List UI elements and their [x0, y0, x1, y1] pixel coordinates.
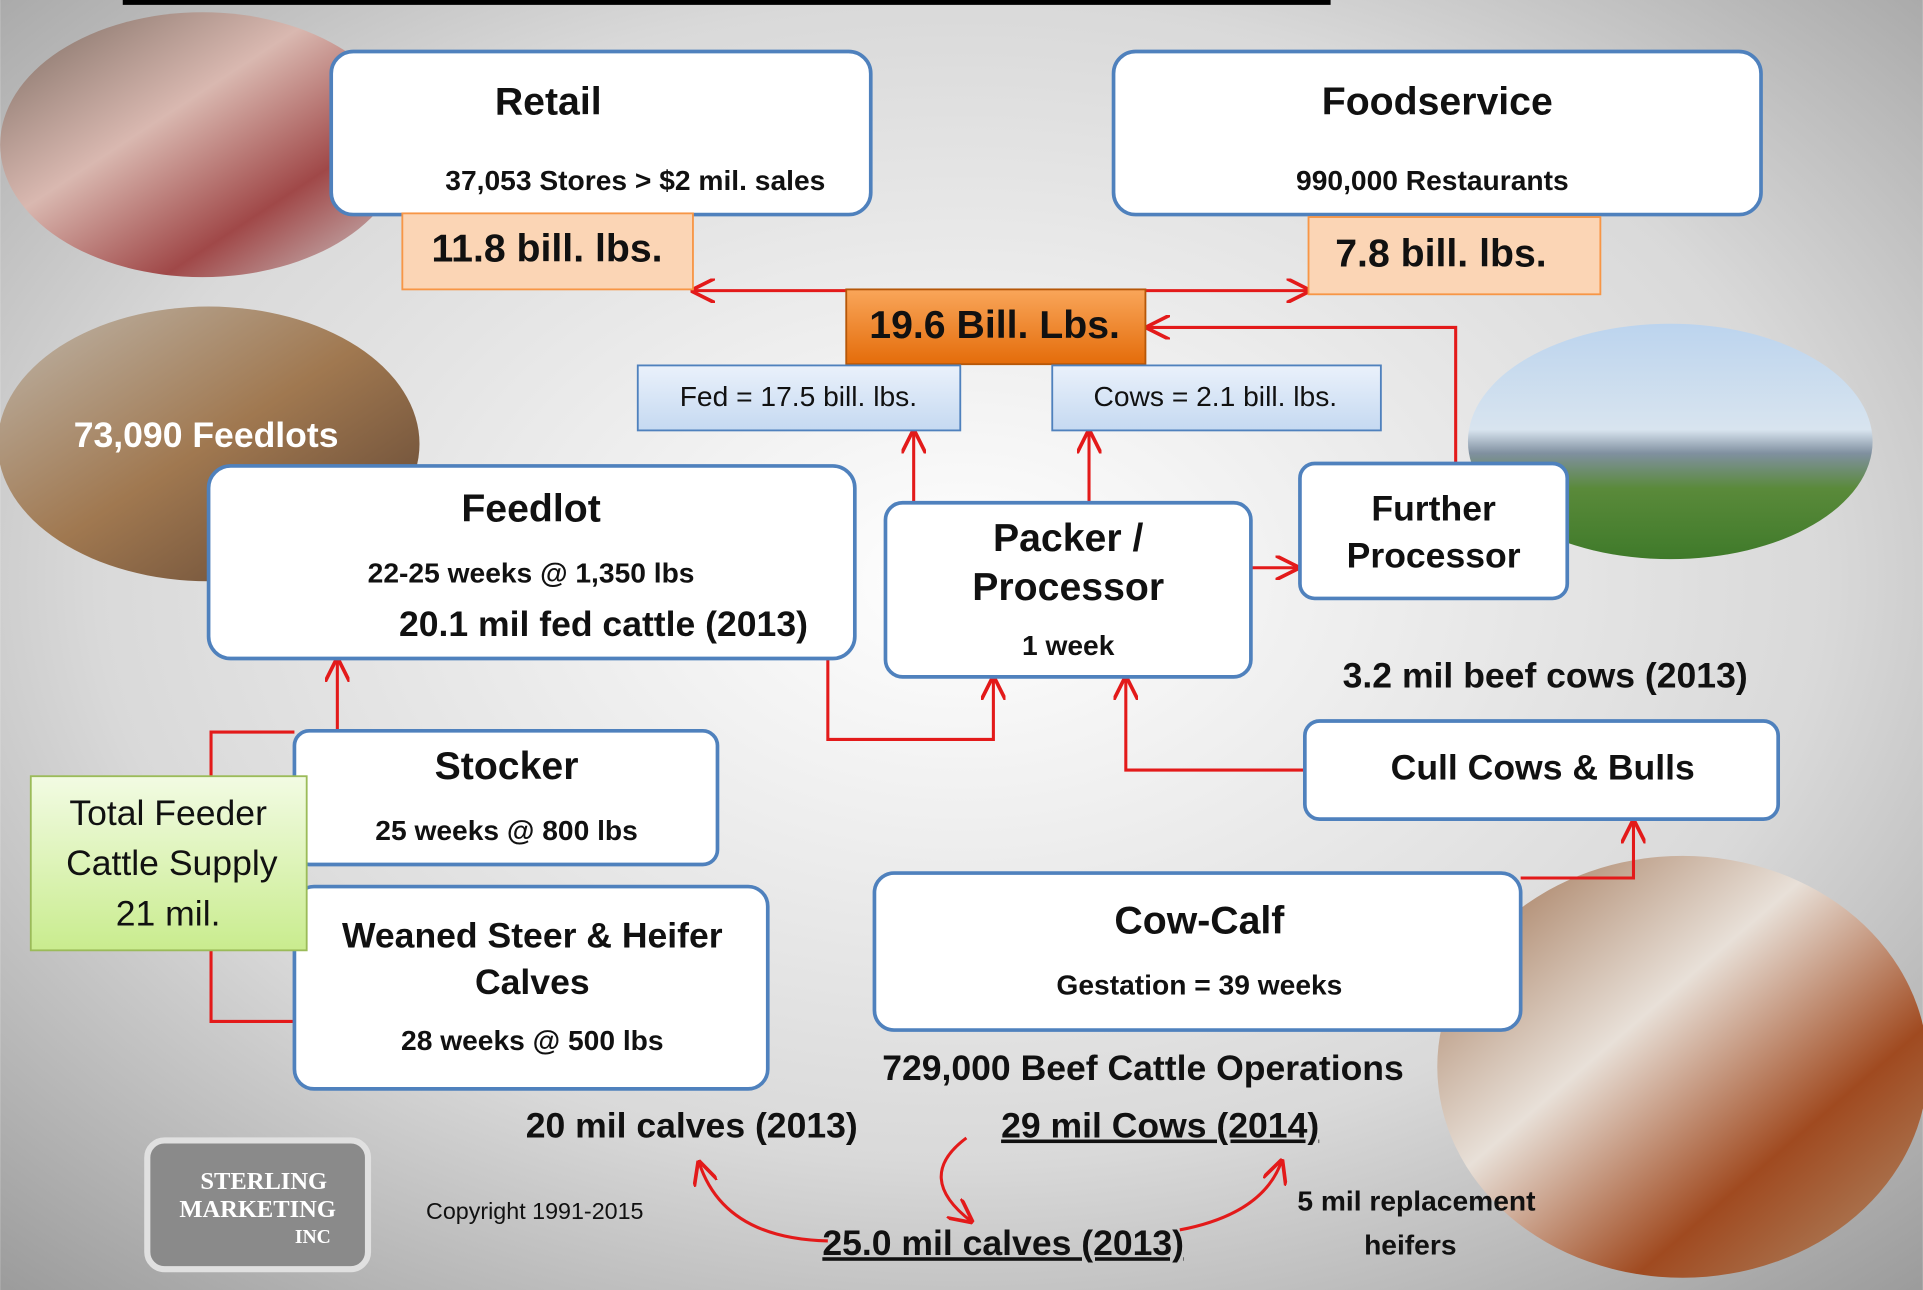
feedlots-count: 73,090 Feedlots: [74, 415, 339, 455]
further-processor-title: Further: [1371, 489, 1496, 529]
operations-count: 729,000 Beef Cattle Operations: [882, 1048, 1404, 1088]
further-processor-box: [1300, 464, 1567, 599]
cull-title: Cull Cows & Bulls: [1391, 747, 1695, 787]
further-processor-title: Processor: [1347, 535, 1521, 575]
beef-cows: 3.2 mil beef cows (2013): [1343, 655, 1748, 695]
packer-title: Processor: [972, 565, 1164, 609]
diagram: Retail 37,053 Stores > $2 mil. sales 11.…: [0, 0, 1923, 1290]
foodservice-volume: 7.8 bill. lbs.: [1335, 232, 1546, 276]
weaned-title: Calves: [475, 962, 590, 1002]
total-feeder-label: Total Feeder: [69, 793, 267, 833]
feedlot-count: 20.1 mil fed cattle (2013): [399, 604, 808, 644]
cow-calf-title: Cow-Calf: [1114, 899, 1285, 943]
retail-detail: 37,053 Stores > $2 mil. sales: [445, 164, 825, 196]
weaned-detail: 28 weeks @ 500 lbs: [401, 1024, 664, 1056]
logo-text: INC: [295, 1227, 331, 1248]
replacement-heifers: heifers: [1364, 1229, 1456, 1261]
replacement-heifers: 5 mil replacement: [1297, 1184, 1536, 1216]
foodservice-detail: 990,000 Restaurants: [1296, 164, 1569, 196]
cow-calf-detail: Gestation = 39 weeks: [1056, 969, 1342, 1001]
logo-text: MARKETING: [179, 1196, 336, 1223]
logo-text: STERLING: [200, 1168, 327, 1195]
retail-volume: 11.8 bill. lbs.: [432, 227, 663, 271]
total-feeder-label: Cattle Supply: [66, 843, 278, 883]
cow-calf-box: [874, 873, 1520, 1030]
retail-title: Retail: [495, 80, 602, 124]
calves-25: 25.0 mil calves (2013): [822, 1223, 1184, 1263]
fed-volume: Fed = 17.5 bill. lbs.: [680, 380, 917, 412]
total-volume: 19.6 Bill. Lbs.: [869, 303, 1120, 347]
feedlot-title: Feedlot: [461, 487, 600, 531]
copyright: Copyright 1991-2015: [426, 1198, 643, 1224]
packer-title: Packer /: [993, 516, 1144, 560]
packer-detail: 1 week: [1022, 629, 1115, 661]
feedlot-detail: 22-25 weeks @ 1,350 lbs: [368, 557, 695, 589]
stocker-title: Stocker: [435, 744, 579, 788]
calves-2013: 20 mil calves (2013): [526, 1106, 858, 1146]
cows-2014: 29 mil Cows (2014): [1001, 1106, 1319, 1146]
weaned-title: Weaned Steer & Heifer: [342, 915, 723, 955]
page: Retail 37,053 Stores > $2 mil. sales 11.…: [0, 0, 1923, 1290]
foodservice-title: Foodservice: [1322, 80, 1553, 124]
total-feeder-label: 21 mil.: [116, 893, 221, 933]
stocker-detail: 25 weeks @ 800 lbs: [375, 814, 638, 846]
cows-volume: Cows = 2.1 bill. lbs.: [1094, 380, 1338, 412]
